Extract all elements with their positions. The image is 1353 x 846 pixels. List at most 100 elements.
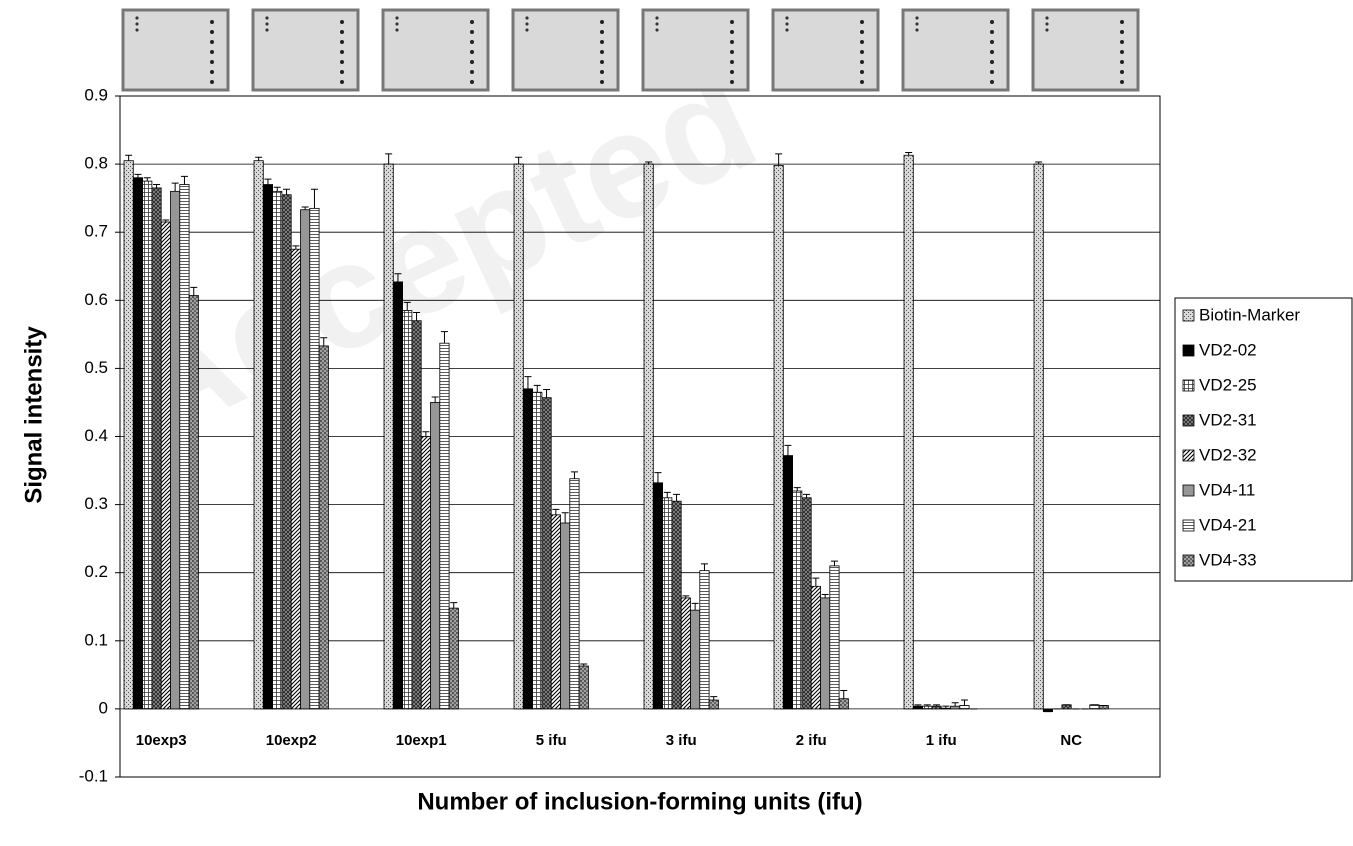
- error-bar: [645, 161, 653, 165]
- error-bar: [1035, 161, 1043, 165]
- error-bar: [700, 563, 708, 571]
- error-bar: [543, 389, 551, 398]
- chip-spot: [1120, 60, 1124, 64]
- chip-spot: [860, 30, 864, 34]
- legend-label: Biotin-Marker: [1199, 305, 1300, 324]
- chip-spot: [915, 16, 919, 20]
- chip-spot: [340, 80, 344, 84]
- bar: [1033, 163, 1044, 710]
- x-tick-label: 5 ifu: [536, 732, 567, 749]
- chip-spot: [340, 70, 344, 74]
- chip-spot: [340, 30, 344, 34]
- error-bar: [840, 690, 848, 699]
- chip-spot: [210, 80, 214, 84]
- y-tick-label: 0.8: [84, 154, 108, 173]
- bar: [690, 609, 701, 710]
- error-bar: [691, 602, 699, 611]
- error-bar: [570, 471, 578, 479]
- bar: [643, 163, 654, 710]
- chip-spot: [210, 50, 214, 54]
- bar: [160, 221, 171, 710]
- chip-spot: [210, 70, 214, 74]
- legend-swatch: [1182, 554, 1195, 567]
- chip-spot: [1120, 70, 1124, 74]
- bar: [188, 295, 199, 710]
- bar: [838, 698, 849, 710]
- error-bar: [180, 175, 188, 185]
- bar: [578, 665, 589, 710]
- chip-spot: [785, 22, 789, 26]
- chip-image: [641, 8, 750, 92]
- error-bar: [812, 577, 820, 587]
- error-bar: [440, 331, 448, 344]
- chip-spot: [525, 28, 529, 32]
- chip-spot: [860, 50, 864, 54]
- bar: [411, 320, 422, 710]
- error-bar: [784, 444, 792, 456]
- chip-spot: [600, 30, 604, 34]
- bar: [309, 207, 320, 710]
- bar: [142, 180, 153, 710]
- chip-spot: [730, 20, 734, 24]
- error-bar: [273, 186, 281, 192]
- chip-spot: [1120, 80, 1124, 84]
- bar: [912, 705, 923, 710]
- chip-spot: [990, 40, 994, 44]
- x-tick-label: 10exp2: [266, 732, 317, 749]
- y-tick-label: -0.1: [79, 766, 108, 785]
- error-bar: [951, 702, 959, 707]
- chip-spot: [785, 28, 789, 32]
- error-bar: [431, 396, 439, 403]
- bar: [541, 397, 552, 710]
- bar: [662, 497, 673, 710]
- x-tick-label: 3 ifu: [666, 732, 697, 749]
- legend-swatch: [1182, 344, 1195, 357]
- chip-image: [1031, 8, 1140, 92]
- bar: [950, 705, 961, 710]
- x-tick-label: 10exp1: [396, 732, 447, 749]
- error-bar: [673, 493, 681, 502]
- bar: [708, 699, 719, 710]
- error-bar: [793, 487, 801, 491]
- chip-spot: [860, 60, 864, 64]
- chip-image: [511, 8, 620, 92]
- y-axis-title: Signal intensity: [20, 326, 47, 504]
- bar: [318, 345, 329, 710]
- bar: [560, 522, 571, 710]
- chip-spot: [395, 22, 399, 26]
- error-bar: [310, 188, 318, 209]
- chip-spot: [730, 50, 734, 54]
- chip-spot: [730, 60, 734, 64]
- legend-swatch: [1182, 449, 1195, 462]
- bar: [513, 163, 524, 710]
- chip-spot: [210, 60, 214, 64]
- bar: [262, 184, 273, 710]
- x-tick-label: NC: [1060, 732, 1082, 749]
- chip-image: [771, 8, 880, 92]
- error-bar: [394, 273, 402, 282]
- error-bar: [914, 704, 922, 707]
- chip-image: [121, 8, 230, 92]
- chip-spot: [600, 70, 604, 74]
- bar: [820, 597, 831, 710]
- legend-swatch: [1182, 414, 1195, 427]
- error-bar: [162, 219, 170, 222]
- bar: [810, 585, 821, 710]
- chip-spot: [990, 50, 994, 54]
- bar: [532, 391, 543, 710]
- chip-spot: [600, 80, 604, 84]
- bar: [179, 184, 190, 710]
- bar: [922, 705, 933, 710]
- chip-spot: [730, 70, 734, 74]
- error-bar: [385, 153, 393, 165]
- chip-spot: [340, 20, 344, 24]
- legend-swatch: [1182, 379, 1195, 392]
- error-bar: [923, 704, 931, 707]
- error-bar: [143, 177, 151, 182]
- chip-spot: [395, 28, 399, 32]
- bar: [290, 248, 301, 710]
- chip-spot: [785, 16, 789, 20]
- x-tick-label: 1 ifu: [926, 732, 957, 749]
- chip-spot: [470, 40, 474, 44]
- bar: [903, 154, 914, 710]
